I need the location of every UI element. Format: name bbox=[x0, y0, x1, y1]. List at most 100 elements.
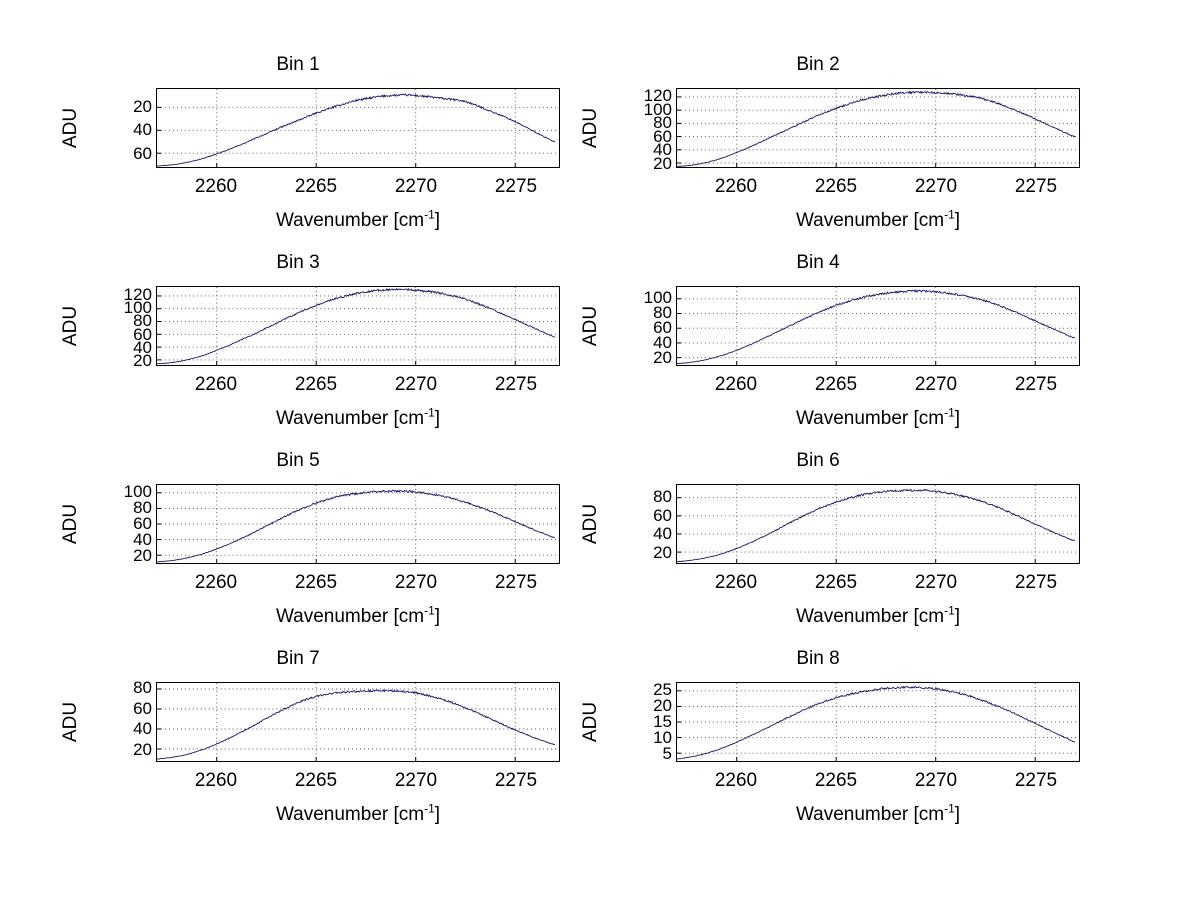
spectrum-curve bbox=[677, 89, 1079, 167]
y-tick-label: 40 bbox=[133, 530, 152, 549]
x-tick-label: 2265 bbox=[294, 572, 338, 593]
grid-lines bbox=[157, 485, 559, 563]
plot-area bbox=[676, 484, 1080, 564]
x-tick-label: 2270 bbox=[394, 770, 438, 791]
spectrum-curve bbox=[677, 683, 1079, 761]
x-tick-label: 2270 bbox=[394, 374, 438, 395]
y-axis-label: ADU bbox=[580, 305, 601, 347]
x-axis-label-exponent: -1 bbox=[944, 207, 955, 222]
y-tick-label: 10 bbox=[653, 728, 672, 747]
y-axis-label: ADU bbox=[580, 503, 601, 545]
x-tick-label: 2265 bbox=[814, 770, 858, 791]
panel-title: Bin 8 bbox=[796, 648, 840, 669]
y-tick-label: 80 bbox=[133, 498, 152, 517]
x-axis-label-text: Wavenumber [cm bbox=[795, 804, 945, 825]
y-tick-labels: 100 80 60 40 20 bbox=[630, 286, 672, 366]
spectrum-curve bbox=[677, 485, 1079, 563]
y-tick-label: 80 bbox=[133, 311, 152, 331]
y-tick-label: 100 bbox=[643, 288, 672, 308]
x-axis-label-bracket: ] bbox=[434, 210, 441, 231]
y-tick-labels: 20 40 60 bbox=[110, 88, 152, 168]
x-axis-label-bracket: ] bbox=[434, 408, 441, 429]
x-axis-label: Wavenumber [cm-1] bbox=[676, 605, 1080, 628]
grid-lines bbox=[157, 89, 559, 167]
panel-title: Bin 3 bbox=[276, 252, 320, 273]
spectrum-curve bbox=[677, 287, 1079, 365]
y-tick-label: 100 bbox=[123, 298, 152, 318]
y-tick-labels: 80 60 40 20 bbox=[110, 679, 152, 762]
plot-area bbox=[156, 286, 560, 366]
y-tick-labels: 120 100 80 60 40 20 bbox=[630, 87, 672, 172]
y-tick-label: 20 bbox=[653, 696, 672, 715]
y-tick-label: 40 bbox=[133, 719, 152, 739]
x-axis-label-bracket: ] bbox=[954, 408, 961, 429]
plot-area bbox=[676, 286, 1080, 366]
x-axis-label-exponent: -1 bbox=[944, 405, 955, 420]
spectrum-curve bbox=[157, 485, 559, 563]
y-tick-label: 40 bbox=[653, 333, 672, 353]
y-tick-label: 20 bbox=[653, 348, 672, 368]
x-tick-label: 2270 bbox=[914, 572, 958, 593]
y-tick-label: 100 bbox=[123, 482, 152, 501]
x-axis-label: Wavenumber [cm-1] bbox=[676, 801, 1080, 826]
x-tick-label: 2260 bbox=[194, 572, 238, 593]
x-axis-label: Wavenumber [cm-1] bbox=[676, 405, 1080, 430]
plot-area bbox=[156, 88, 560, 168]
x-axis-label-exponent: -1 bbox=[424, 207, 435, 222]
y-tick-labels: 100 80 60 40 20 bbox=[110, 482, 152, 564]
x-tick-label: 2265 bbox=[814, 374, 858, 395]
grid-lines bbox=[677, 287, 1079, 365]
y-tick-label: 80 bbox=[653, 303, 672, 323]
x-tick-label: 2265 bbox=[294, 176, 338, 197]
y-tick-label: 100 bbox=[643, 99, 672, 119]
x-axis-label-text: Wavenumber [cm bbox=[275, 408, 425, 429]
x-tick-label: 2260 bbox=[714, 374, 758, 395]
x-tick-label: 2275 bbox=[494, 176, 538, 197]
grid-lines bbox=[157, 287, 559, 365]
x-tick-label: 2275 bbox=[494, 770, 538, 791]
x-tick-label: 2270 bbox=[914, 176, 958, 197]
x-tick-label: 2275 bbox=[1014, 770, 1058, 791]
x-tick-label: 2265 bbox=[294, 374, 338, 395]
plot-area bbox=[676, 682, 1080, 762]
x-axis-label-exponent: -1 bbox=[424, 603, 435, 618]
x-axis-label-exponent: -1 bbox=[424, 405, 435, 420]
x-tick-label: 2265 bbox=[814, 176, 858, 197]
y-axis-label: ADU bbox=[60, 305, 81, 347]
x-axis-label-bracket: ] bbox=[954, 210, 961, 231]
x-tick-label: 2275 bbox=[1014, 176, 1058, 197]
y-tick-label: 80 bbox=[653, 487, 672, 507]
panel-title: Bin 6 bbox=[796, 450, 840, 471]
y-tick-label: 40 bbox=[133, 337, 152, 357]
x-axis-label-exponent: -1 bbox=[944, 801, 955, 816]
y-tick-label: 15 bbox=[653, 712, 672, 731]
spectrum-curve bbox=[157, 89, 559, 167]
y-tick-labels: 25 20 15 10 5 bbox=[630, 680, 672, 762]
x-tick-label: 2275 bbox=[1014, 374, 1058, 395]
x-tick-label: 2265 bbox=[814, 572, 858, 593]
plot-area bbox=[676, 88, 1080, 168]
panel-title: Bin 5 bbox=[276, 450, 320, 471]
y-tick-label: 20 bbox=[133, 96, 152, 116]
x-axis-label-text: Wavenumber [cm bbox=[795, 210, 945, 231]
x-axis-label: Wavenumber [cm-1] bbox=[156, 405, 560, 430]
y-tick-label: 25 bbox=[653, 680, 672, 699]
y-tick-labels: 120 100 80 60 40 20 bbox=[110, 286, 152, 369]
y-tick-labels: 80 60 40 20 bbox=[630, 484, 672, 564]
x-tick-label: 2260 bbox=[194, 374, 238, 395]
x-tick-label: 2275 bbox=[1014, 572, 1058, 593]
x-axis-label-text: Wavenumber [cm bbox=[795, 606, 945, 627]
x-tick-label: 2275 bbox=[494, 572, 538, 593]
x-axis-label-text: Wavenumber [cm bbox=[275, 210, 425, 231]
plot-area bbox=[156, 682, 560, 762]
x-axis-label-text: Wavenumber [cm bbox=[795, 408, 945, 429]
y-tick-label: 80 bbox=[653, 113, 672, 133]
panel-title: Bin 1 bbox=[276, 54, 320, 75]
y-tick-label: 60 bbox=[653, 318, 672, 338]
y-tick-label: 60 bbox=[653, 505, 672, 525]
x-tick-label: 2260 bbox=[714, 572, 758, 593]
x-tick-label: 2260 bbox=[714, 176, 758, 197]
